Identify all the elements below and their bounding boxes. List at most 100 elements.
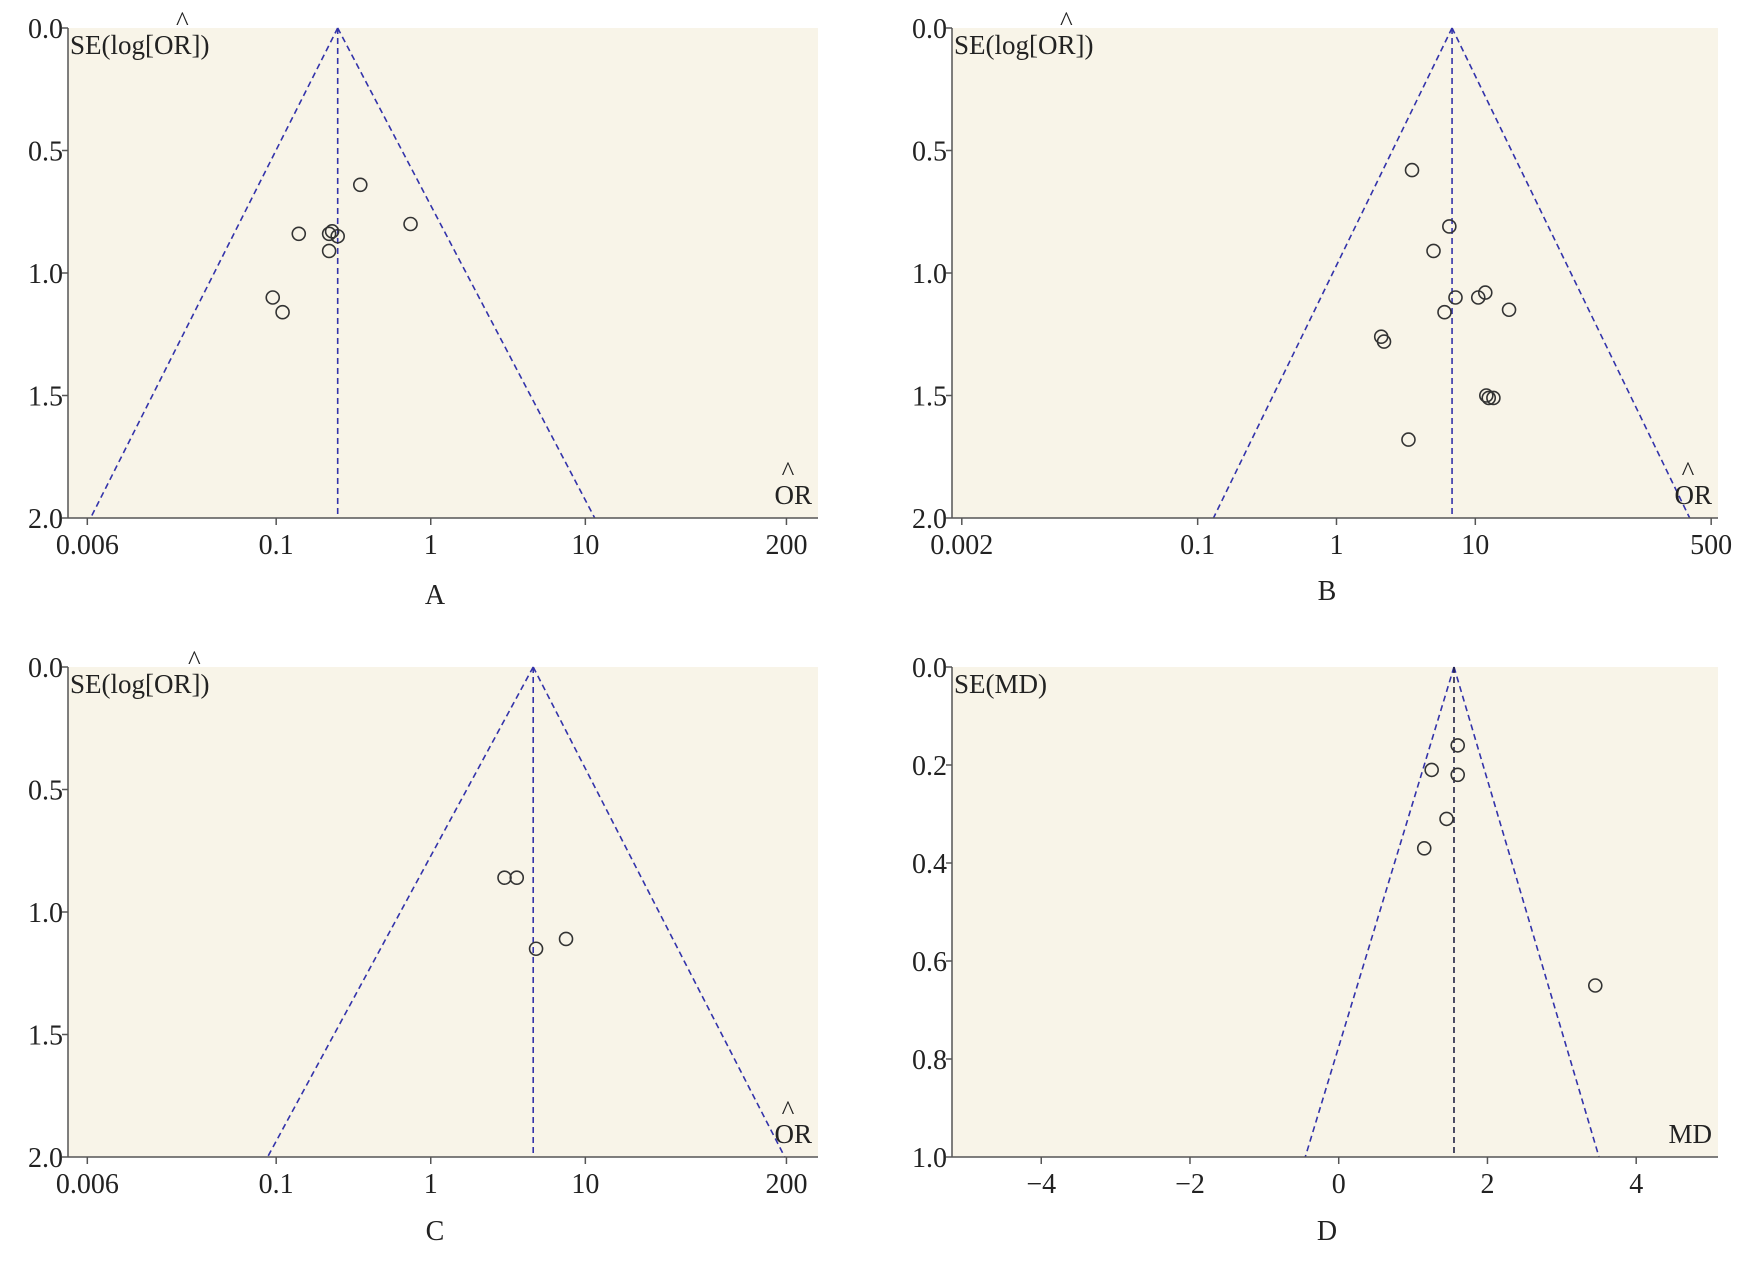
y-tick-label: 0.0 [28,653,63,684]
study-point [558,931,574,947]
study-point [330,228,345,244]
plot-area [952,28,1718,518]
y-tick-label: 0.4 [912,849,947,880]
y-axis-title: SE(MD) [954,669,1047,699]
x-axis-title-hat: ^ [782,1095,795,1125]
y-tick-label: 0.6 [912,947,947,978]
y-axis-title: SE(log[OR]) [954,30,1093,60]
x-tick-label: 200 [765,530,807,561]
study-point [1439,811,1454,827]
x-tick-label: 1 [424,1169,438,1200]
study-point [528,941,544,957]
x-tick-label: 0.006 [56,1169,119,1200]
x-tick-label: 0.002 [930,530,993,561]
funnel-panel-c: 0.0 0.5 1.0 1.5 2.00.006 0.1 1 10 200 SE(log[OR])… [28,645,818,1247]
y-axis-title: SE(log[OR]) [70,30,209,60]
plot-area [952,667,1718,1157]
x-tick-label: 10 [571,1169,599,1200]
study-point [275,304,290,320]
y-tick-label: 1.0 [912,259,947,290]
x-axis-title-hat: ^ [1682,456,1695,486]
x-tick-label: 0 [1332,1169,1346,1200]
x-tick-label: 0.1 [259,530,294,561]
study-point [509,870,525,886]
funnel-right-line [336,27,596,519]
study-point [1479,388,1494,403]
study-point [321,226,337,242]
x-tick-label: 10 [1461,530,1489,561]
y-tick-label: 2.0 [28,1143,63,1174]
funnel-left-line [1212,27,1453,519]
funnel-right-line [1453,666,1600,1158]
funnel-panel-b: 0.0 0.5 1.0 1.5 2.00.002 0.1 1 10 500 SE(log[OR])… [912,6,1732,607]
y-tick-label: 1.5 [28,382,63,413]
study-point [265,290,281,305]
y-tick-label: 0.5 [28,137,63,168]
panel-label: C [426,1216,445,1247]
study-point [1477,285,1493,300]
y-tick-label: 0.8 [912,1045,947,1076]
panel-label: B [1318,576,1337,607]
y-axis-title-hat: ^ [176,6,189,36]
study-point [1416,840,1432,856]
y-tick-label: 0.2 [912,751,947,782]
funnel-panel-d: 0.0 0.2 0.4 0.6 0.8 1.0 −4 −2 0 2 4 SE(MD) MD D [912,653,1718,1247]
funnel-right-line [532,666,786,1158]
y-tick-label: 2.0 [912,504,947,535]
plot-area [68,667,818,1157]
funnel-panel-a: 0.0 0.5 1.0 1.5 2.00.006 0.1 1 10 200 SE(log[OR])… [28,6,818,611]
x-axis-title: OR [774,1119,812,1149]
study-point [1426,243,1441,259]
study-point [1486,390,1501,406]
y-tick-label: 2.0 [28,504,63,535]
funnel-right-line [1451,27,1691,519]
study-point [1442,219,1457,234]
study-point [291,226,307,242]
funnel-left-line [89,27,339,519]
x-tick-label: 0.1 [1180,530,1215,561]
y-tick-label: 1.5 [912,382,947,413]
panel-label: A [425,580,446,611]
y-axis-title-hat: ^ [1060,6,1073,36]
panel-label: D [1317,1216,1337,1247]
study-point [1481,390,1497,406]
study-point [321,243,337,259]
y-tick-label: 1.5 [28,1021,63,1052]
funnel-left-line [266,666,534,1158]
x-tick-label: 0.006 [56,530,119,561]
funnel-left-line [1304,666,1455,1158]
x-axis-title: MD [1668,1119,1712,1149]
x-tick-label: 4 [1629,1169,1643,1200]
y-tick-label: 1.0 [912,1143,947,1174]
y-tick-label: 0.0 [28,14,63,45]
study-point [1401,432,1416,447]
x-tick-label: 2 [1480,1169,1494,1200]
x-tick-label: 10 [571,530,599,561]
y-tick-label: 0.5 [28,776,63,807]
study-point [1448,290,1463,305]
y-tick-label: 1.0 [28,259,63,290]
x-tick-label: −4 [1026,1169,1056,1200]
y-tick-label: 1.0 [28,898,63,929]
plot-area [68,28,818,518]
x-axis-title: OR [1674,480,1712,510]
x-tick-label: 0.1 [259,1169,294,1200]
study-point [1587,978,1603,993]
study-point [1450,738,1466,753]
x-tick-label: 1 [1329,530,1343,561]
y-axis-title: SE(log[OR]) [70,669,209,699]
x-tick-label: −2 [1175,1169,1205,1200]
y-axis-title-hat: ^ [188,645,201,675]
x-tick-label: 200 [765,1169,807,1200]
y-tick-label: 0.5 [912,137,947,168]
study-point [1437,304,1452,320]
x-tick-label: 1 [424,530,438,561]
study-point [403,216,418,232]
study-point [1450,767,1466,783]
x-axis-title: OR [774,480,812,510]
study-point [1424,762,1439,778]
y-tick-label: 0.0 [912,14,947,45]
study-point [1501,302,1517,318]
study-point [1376,334,1392,349]
